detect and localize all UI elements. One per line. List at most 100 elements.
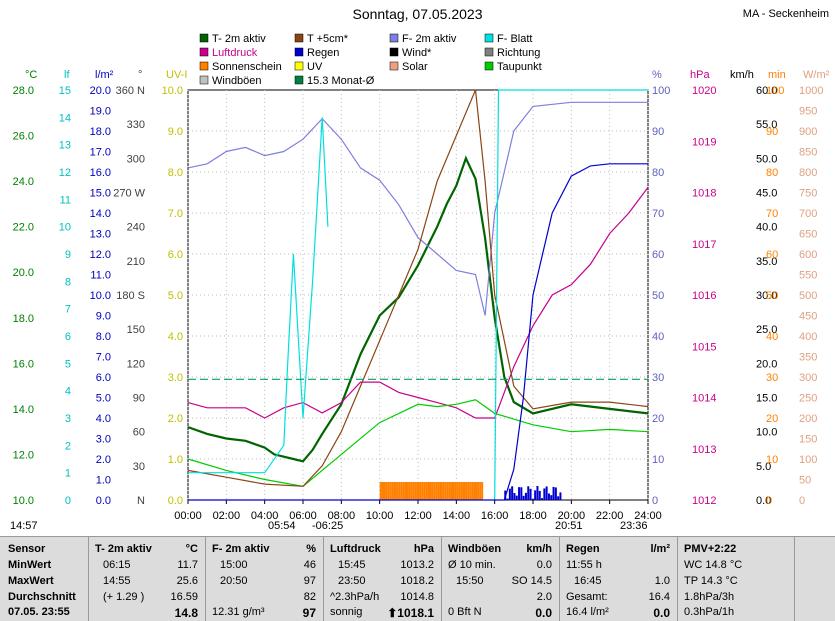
axis-pct-10: 100 [652,85,670,97]
f2m-min-time: 15:00 [220,559,248,571]
axis-pct-4: 40 [652,331,664,343]
axis-min-1: 10 [766,454,778,466]
time-mark-sunrise-end: -06:25 [312,520,343,532]
time-mark-left: 14:57 [10,520,38,532]
sunshine-bar [479,482,482,500]
sunshine-bar [402,482,405,500]
axis-kmh-6: 30.0 [756,290,777,302]
sunshine-bar [385,482,388,500]
axis-pct-7: 70 [652,208,664,220]
axis-lf-14: 14 [59,112,71,124]
axis-dir-12: 360 N [116,85,145,97]
wind-title: Windböen [448,543,502,555]
axis-uv-4: 4.0 [168,331,183,343]
axis-uv-3: 3.0 [168,372,183,384]
axis-lm2-4: 4.0 [96,413,111,425]
axis-hpa-1: 1013 [692,444,716,456]
rain-bar [513,493,516,500]
axis-min-4: 40 [766,331,778,343]
x-tick-label-4: 08:00 [328,510,356,522]
series-f-2m-aktiv [187,101,648,316]
sunshine-bar [454,482,457,500]
sunshine-bar [423,482,426,500]
f2m-absolute: 12.31 g/m³ [212,606,265,618]
legend-swatch-6 [389,47,399,57]
sunshine-bar [391,482,394,500]
rain-bar [522,495,525,500]
rain-bar [550,495,553,500]
legend-swatch-1 [294,33,304,43]
regen-duration: 11:55 h [566,559,602,571]
x-tick-label-5: 10:00 [366,510,394,522]
luft-min-value: 1013.2 [400,559,434,571]
x-tick-label-0: 00:00 [174,510,202,522]
axis-hpa-4: 1016 [692,290,716,302]
stats-col-sensor: Sensor MinWert MaxWert Durchschnitt 07.0… [0,537,88,621]
sunshine-bar [387,482,390,500]
x-tick-label-8: 16:00 [481,510,509,522]
legend-swatch-7 [484,47,494,57]
wind-bft: 0 Bft N [448,606,482,618]
axis-pct-2: 20 [652,413,664,425]
wind-unit: km/h [526,543,552,555]
axis-pct-5: 50 [652,290,664,302]
legend-label-7: Richtung [497,47,540,59]
f2m-max-value: 97 [303,575,316,587]
t2m-max-value: 25.6 [176,575,198,587]
legend-swatch-8 [199,61,209,71]
f2m-title: F- 2m aktiv [212,543,270,555]
series-luftdruck [187,187,649,419]
axis-wm2-8: 400 [799,331,817,343]
axis-dir-9: 270 W [113,188,145,200]
axis-uv-6: 6.0 [168,249,183,261]
sunshine-bar [418,482,420,500]
axis-unit-2: l/m² [95,69,114,81]
axis-lm2-2: 2.0 [96,454,111,466]
t2m-current: 14.8 [174,606,198,620]
rain-bar [518,487,521,500]
axis-kmh-1: 5.0 [756,461,771,473]
regen-max-value: 1.0 [654,575,670,587]
axis-wm2-0: 0 [799,495,805,507]
time-mark-sunset: 20:51 [555,520,583,532]
sunshine-bar [481,482,484,500]
axis-hpa-0: 1012 [692,495,716,507]
legend-label-5: Regen [307,47,339,59]
stats-col-wind: Windböen km/h Ø 10 min. 0.0 15:50 SO 14.… [441,537,560,621]
t2m-max-time: 14:55 [103,575,131,587]
legend-label-3: F- Blatt [497,33,532,45]
axis-t-3: 16.0 [13,358,34,370]
axis-hpa-8: 1020 [692,85,716,97]
x-tick-label-10: 20:00 [558,510,586,522]
axis-min-3: 30 [766,372,778,384]
axis-unit-5: % [652,69,662,81]
legend-label-12: Windböen [212,75,262,87]
legend-swatch-11 [484,61,494,71]
axis-lf-3: 3 [65,413,71,425]
arrow-up-icon: ⬆ [387,606,398,620]
axis-unit-0: °C [25,69,37,81]
sunshine-bar [406,482,409,500]
series-f-blatt [188,89,648,501]
regen-sum: 16.4 l/m² [566,606,609,618]
axis-lm2-7: 7.0 [96,352,111,364]
axis-hpa-7: 1019 [692,136,716,148]
axis-lf-7: 7 [65,304,71,316]
axis-lm2-13: 13.0 [90,229,111,241]
sunshine-bar [462,482,464,500]
stats-date: 07.05. 23:55 [8,606,70,618]
sunshine-bar [396,482,399,500]
axis-min-7: 70 [766,208,778,220]
legend-swatch-0 [199,33,209,43]
f2m-current: 97 [302,606,316,620]
sunshine-bar [416,482,418,500]
sunshine-bar [389,482,392,500]
t2m-unit: °C [185,543,198,555]
luft-unit: hPa [413,543,434,555]
axis-uv-7: 7.0 [168,208,183,220]
axis-lf-12: 12 [59,167,71,179]
stats-col-t2m: T- 2m aktiv °C 06:15 11.7 14:55 25.6 (+ … [88,537,206,621]
axis-uv-5: 5.0 [168,290,183,302]
t2m-avg-delta: (+ 1.29 ) [103,591,145,603]
sunshine-bar [431,482,434,500]
